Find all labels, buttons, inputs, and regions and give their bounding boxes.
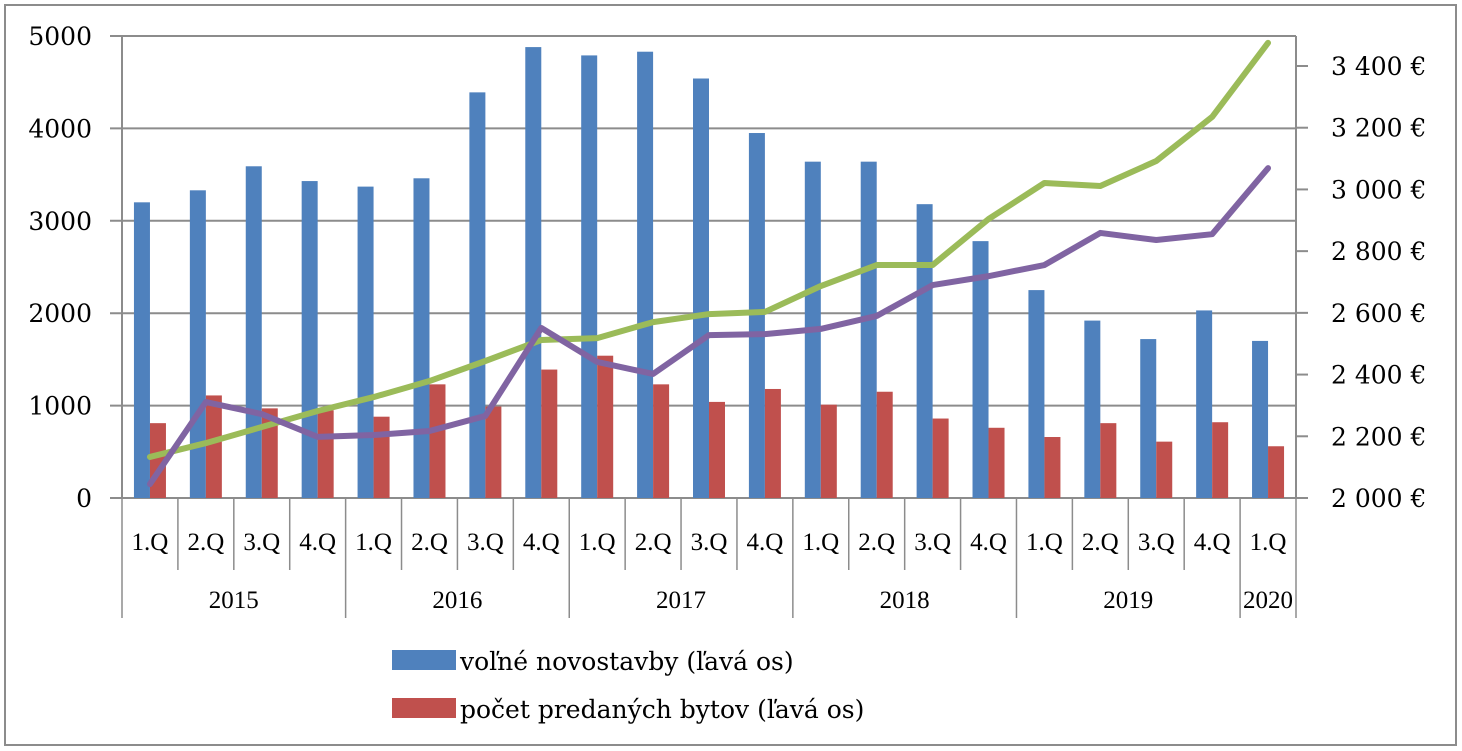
category-label: 2.Q [411,529,448,556]
bar-predane-byty [932,418,949,498]
year-label: 2015 [209,587,259,614]
bar-predane-byty [1156,441,1173,498]
category-label: 1.Q [355,529,392,556]
bar-volne-novostavby [693,78,709,498]
bar-predane-byty [764,388,781,498]
bar-volne-novostavby [189,190,206,499]
bar-volne-novostavby [469,92,486,498]
bar-volne-novostavby [525,47,542,498]
bar-predane-byty [597,355,614,498]
chart-border [4,4,1457,746]
category-label: 3.Q [691,529,728,556]
bar-predane-byty [653,384,670,498]
bar-volne-novostavby [637,51,654,498]
bar-predane-byty [317,410,334,498]
legend-swatch [392,698,456,718]
bar-volne-novostavby [245,166,262,498]
y-tick-label: 3000 [28,207,92,236]
bar-volne-novostavby [860,161,877,498]
bar-predane-byty [429,384,446,498]
y2-tick-label: 3 000 € [1331,175,1426,204]
bar-predane-byty [820,404,837,498]
x-axis-categories: 1.Q 2.Q 3.Q 4.Q 1.Q 2.Q 3.Q 4.Q 1.Q 2.Q 3.Q 4.Q 1.Q 2… [121,498,1297,618]
bars [133,47,1285,499]
year-label: 2017 [656,587,706,614]
y2-tick-label: 3 200 € [1331,114,1426,143]
category-label: 3.Q [914,529,951,556]
category-label: 3.Q [1138,529,1175,556]
bar-volne-novostavby [413,178,430,498]
y2-tick-label: 2 000 € [1331,484,1426,513]
bar-predane-byty [709,401,725,498]
y-tick-label: 4000 [28,114,92,143]
bar-predane-byty [988,427,1005,498]
category-label: 2.Q [187,529,224,556]
y2-tick-label: 3 400 € [1331,52,1426,81]
year-label: 2019 [1103,587,1153,614]
year-label: 2020 [1243,587,1293,614]
y2-tick-label: 2 200 € [1331,422,1426,451]
bar-predane-byty [1212,422,1229,498]
category-label: 4.Q [746,529,783,556]
category-label: 4.Q [970,529,1007,556]
y-tick-label: 5000 [28,22,92,51]
bar-predane-byty [205,395,222,498]
category-label: 1.Q [1250,529,1287,556]
category-label: 4.Q [299,529,336,556]
line-purple-series [146,165,1272,488]
y-tick-label: 1000 [28,392,92,421]
legend-label: počet predaných bytov (ľavá os) [460,695,864,724]
y-tick-label: 2000 [28,299,92,328]
bar-predane-byty [485,406,502,498]
lines [146,39,1272,488]
category-label: 4.Q [1194,529,1231,556]
bar-volne-novostavby [581,55,598,499]
bar-volne-novostavby [301,181,318,498]
bar-volne-novostavby [357,186,374,498]
bar-volne-novostavby [1140,339,1157,498]
category-label: 1.Q [802,529,839,556]
legend-swatch [392,650,456,670]
category-label: 2.Q [1082,529,1119,556]
bar-predane-byty [876,391,893,498]
year-label: 2018 [880,587,930,614]
y-tick-label: 0 [76,484,92,513]
left-axis-ticks: 0 1000 2000 3000 4000 5000 [28,22,92,513]
bar-volne-novostavby [1196,310,1213,498]
category-label: 2.Q [858,529,895,556]
bar-volne-novostavby [748,133,765,498]
category-label: 3.Q [467,529,504,556]
category-label: 3.Q [243,529,280,556]
category-label: 2.Q [635,529,672,556]
bar-volne-novostavby [916,204,933,498]
bar-predane-byty [1044,437,1061,498]
right-axis-ticks: 2 000 € 2 200 € 2 400 € 2 600 € 2 800 € 3 000… [1296,52,1426,513]
bar-volne-novostavby [1252,340,1269,498]
bar-volne-novostavby [972,241,989,499]
legend: voľné novostavby (ľavá os) počet predanýc… [392,647,864,724]
bar-predane-byty [373,416,390,498]
y2-tick-label: 2 600 € [1331,299,1426,328]
y2-tick-label: 2 800 € [1331,237,1426,266]
y2-tick-label: 2 400 € [1331,361,1426,390]
category-label: 1.Q [1026,529,1063,556]
line-green-series [146,39,1272,460]
legend-label: voľné novostavby (ľavá os) [459,647,794,676]
bar-volne-novostavby [1084,320,1101,498]
bar-predane-byty [541,369,558,498]
category-label: 1.Q [132,529,169,556]
category-label: 1.Q [579,529,616,556]
bar-predane-byty [1100,423,1117,498]
bar-predane-byty [261,408,278,498]
bar-predane-byty [1268,446,1285,498]
axes [121,36,1297,498]
year-label: 2016 [432,587,482,614]
category-label: 4.Q [523,529,560,556]
bar-volne-novostavby [1028,290,1045,498]
bar-volne-novostavby [133,202,150,498]
